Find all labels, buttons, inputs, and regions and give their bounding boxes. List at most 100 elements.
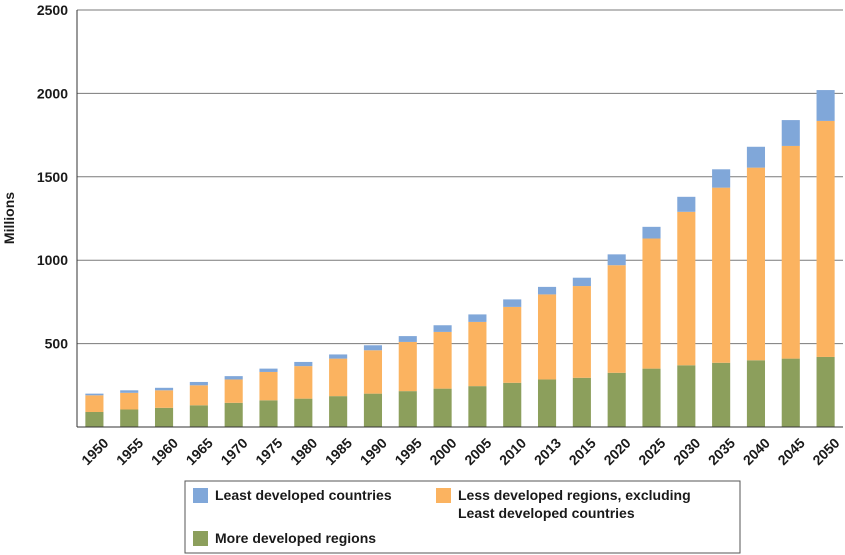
bar-segment bbox=[746, 167, 766, 361]
bar-segment bbox=[677, 211, 696, 366]
bar-segment bbox=[85, 395, 104, 412]
bar-segment bbox=[154, 390, 174, 408]
bar-segment bbox=[433, 331, 452, 389]
bar-segment bbox=[154, 407, 174, 427]
bar-segment bbox=[189, 405, 208, 427]
bar-segment bbox=[224, 376, 243, 380]
legend-box bbox=[184, 480, 741, 554]
bar-segment bbox=[746, 146, 766, 168]
bar-segment bbox=[816, 120, 835, 357]
legend: Least developed countries Less developed … bbox=[184, 480, 741, 554]
x-tick-label: 2015 bbox=[566, 435, 599, 468]
bar-segment bbox=[572, 277, 591, 287]
bar-segment bbox=[120, 392, 139, 410]
x-tick-label: 1975 bbox=[252, 435, 285, 468]
bar-segment bbox=[712, 187, 731, 363]
legend-label: More developed regions bbox=[215, 530, 376, 546]
legend-swatch bbox=[193, 488, 208, 503]
bar-segment bbox=[189, 381, 208, 386]
x-tick-label: 2013 bbox=[531, 435, 564, 468]
bar-segment bbox=[259, 368, 278, 372]
x-tick-label: 1995 bbox=[391, 435, 424, 468]
bar-segment bbox=[433, 325, 452, 332]
bar-segment bbox=[781, 120, 800, 146]
bar-segment bbox=[537, 286, 557, 295]
bar-segment bbox=[537, 379, 557, 427]
y-tick-labels: 500 1000 1500 2000 2500 bbox=[37, 2, 68, 352]
bar-segment bbox=[468, 321, 487, 387]
x-tick-label: 2030 bbox=[670, 435, 703, 468]
y-axis-title: Millions bbox=[1, 192, 17, 244]
x-tick-label: 2000 bbox=[426, 435, 459, 468]
bar-segment bbox=[572, 377, 591, 427]
bar-segment bbox=[503, 382, 522, 427]
bar-segment bbox=[329, 396, 348, 427]
bar-segment bbox=[120, 409, 139, 427]
bar-segment bbox=[816, 356, 835, 427]
bar-segment bbox=[259, 400, 278, 427]
legend-swatch bbox=[436, 488, 451, 503]
bar-segment bbox=[85, 393, 104, 396]
x-tick-label: 2045 bbox=[774, 435, 807, 468]
bar-segment bbox=[363, 345, 383, 351]
bar-segment bbox=[398, 341, 417, 392]
bar-segment bbox=[468, 314, 487, 322]
bar-segment bbox=[120, 390, 139, 393]
x-tick-label: 2005 bbox=[461, 435, 494, 468]
bar-segment bbox=[607, 372, 626, 427]
y-tick-label: 500 bbox=[45, 336, 69, 352]
legend-label: Less developed regions, excluding Least d… bbox=[458, 487, 691, 521]
bar-segment bbox=[189, 385, 208, 406]
bar-segment bbox=[329, 358, 348, 397]
bar-segment bbox=[537, 294, 557, 380]
bar-segment bbox=[607, 265, 626, 373]
y-tick-label: 1500 bbox=[37, 169, 68, 185]
bar-segment bbox=[746, 360, 766, 427]
bar-segment bbox=[816, 90, 835, 121]
bar-segment bbox=[712, 362, 731, 427]
bar-segment bbox=[398, 336, 417, 342]
bar-segment bbox=[398, 391, 417, 427]
x-tick-label: 1985 bbox=[322, 435, 355, 468]
bar-segment bbox=[781, 145, 800, 359]
bar-segment bbox=[468, 386, 487, 427]
bar-segment bbox=[677, 365, 696, 427]
bar-segment bbox=[224, 379, 243, 403]
x-tick-label: 1955 bbox=[113, 435, 146, 468]
legend-label: Least developed countries bbox=[215, 487, 392, 503]
x-tick-label: 2035 bbox=[705, 435, 738, 468]
bar-segment bbox=[294, 361, 313, 367]
bar-segment bbox=[433, 388, 452, 427]
x-tick-labels: 1950 1955 1960 1965 1970 1975 1980 1985 1990 1995… bbox=[78, 435, 843, 468]
bar-segment bbox=[642, 226, 661, 239]
y-tick-label: 1000 bbox=[37, 252, 68, 268]
x-tick-label: 2025 bbox=[635, 435, 668, 468]
bar-segment bbox=[642, 368, 661, 427]
x-tick-label: 1960 bbox=[148, 435, 181, 468]
x-tick-label: 1990 bbox=[357, 435, 390, 468]
bar-segment bbox=[503, 299, 522, 307]
bar-segment bbox=[224, 402, 243, 427]
bar-segment bbox=[154, 387, 174, 391]
bar-segment bbox=[607, 254, 626, 266]
bar-segment bbox=[294, 398, 313, 427]
y-tick-label: 2500 bbox=[37, 2, 68, 18]
bar-segment bbox=[259, 371, 278, 401]
bar-segment bbox=[363, 350, 383, 394]
y-tick-label: 2000 bbox=[37, 85, 68, 101]
x-tick-label: 1980 bbox=[287, 435, 320, 468]
bar-segment bbox=[572, 286, 591, 378]
x-tick-label: 2040 bbox=[740, 435, 773, 468]
bar-segment bbox=[503, 306, 522, 383]
x-tick-label: 2010 bbox=[496, 435, 529, 468]
x-tick-label: 1965 bbox=[183, 435, 216, 468]
x-tick-label: 2020 bbox=[600, 435, 633, 468]
bar-segment bbox=[781, 358, 800, 427]
bar-segment bbox=[294, 366, 313, 399]
bar-segment bbox=[677, 196, 696, 212]
x-tick-label: 2050 bbox=[809, 435, 842, 468]
bars bbox=[85, 90, 835, 427]
bar-segment bbox=[329, 354, 348, 359]
bar-segment bbox=[712, 169, 731, 188]
